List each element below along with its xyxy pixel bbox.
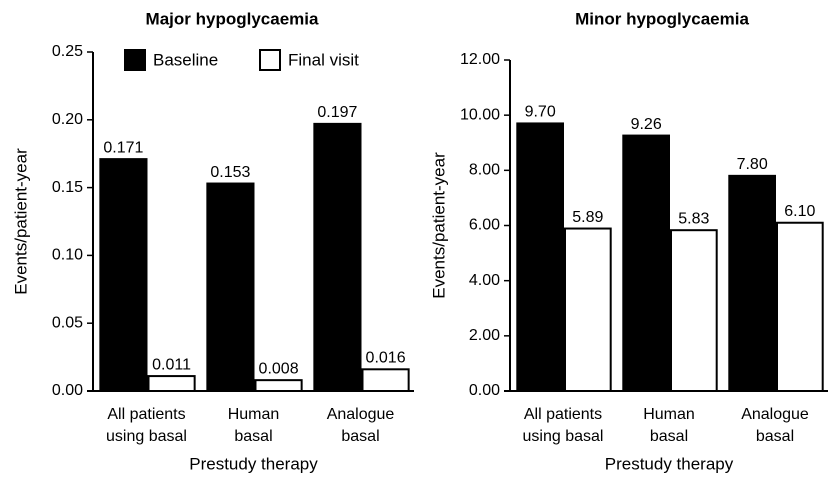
bar xyxy=(622,134,670,392)
x-tick-label: Human xyxy=(643,406,695,423)
x-tick-label: Human xyxy=(228,406,280,423)
y-tick-label: 10.00 xyxy=(460,106,500,123)
x-tick-label: basal xyxy=(650,428,688,445)
bar xyxy=(147,375,196,393)
y-tick-label: 0.15 xyxy=(52,179,83,196)
value-label: 6.10 xyxy=(784,203,815,220)
x-tick-label: Analogue xyxy=(741,406,809,423)
x-tick-label: basal xyxy=(234,428,272,445)
y-tick-label: 0.20 xyxy=(52,111,83,128)
y-axis-label: Events/patient-year xyxy=(429,152,448,299)
legend-label: Baseline xyxy=(153,50,218,69)
bar xyxy=(206,182,255,392)
y-tick-label: 12.00 xyxy=(460,51,500,68)
bar xyxy=(99,158,148,392)
x-axis-label: Prestudy therapy xyxy=(605,454,734,473)
bar xyxy=(361,368,410,392)
x-axis-label: Prestudy therapy xyxy=(189,454,318,473)
bar xyxy=(564,227,612,392)
x-tick-label: All patients xyxy=(524,406,602,423)
value-label: 5.83 xyxy=(678,210,709,227)
value-label: 7.80 xyxy=(737,156,768,173)
value-label: 0.171 xyxy=(103,139,143,156)
value-label: 0.011 xyxy=(152,356,191,373)
x-tick-label: basal xyxy=(341,428,379,445)
chart-title: Minor hypoglycaemia xyxy=(575,9,749,28)
y-axis-label: Events/patient-year xyxy=(11,148,30,295)
y-tick-label: 0.10 xyxy=(52,247,83,264)
y-tick-label: 0.25 xyxy=(52,43,83,60)
value-label: 9.70 xyxy=(525,104,556,121)
bar xyxy=(313,122,362,392)
x-tick-label: using basal xyxy=(523,428,604,445)
x-tick-label: All patients xyxy=(107,406,185,423)
value-label: 0.016 xyxy=(366,350,406,367)
x-tick-label: Analogue xyxy=(327,406,395,423)
y-tick-label: 2.00 xyxy=(469,327,500,344)
y-tick-label: 0.05 xyxy=(52,314,83,331)
x-tick-label: basal xyxy=(756,428,794,445)
legend-swatch xyxy=(259,49,281,71)
bar xyxy=(516,122,564,392)
value-label: 9.26 xyxy=(631,116,662,133)
y-tick-label: 0.00 xyxy=(52,382,83,399)
value-label: 0.153 xyxy=(210,164,250,181)
x-tick-label: using basal xyxy=(106,428,187,445)
bar xyxy=(670,229,718,392)
y-tick-label: 8.00 xyxy=(469,162,500,179)
y-tick-label: 0.00 xyxy=(469,382,500,399)
value-label: 0.197 xyxy=(317,104,357,121)
legend-label: Final visit xyxy=(288,50,359,69)
legend-swatch xyxy=(124,49,146,71)
chart-title: Major hypoglycaemia xyxy=(146,9,319,28)
bar xyxy=(728,174,776,392)
value-label: 0.008 xyxy=(259,360,299,377)
bar xyxy=(254,379,303,393)
bar xyxy=(776,221,824,392)
value-label: 5.89 xyxy=(572,209,603,226)
y-tick-label: 6.00 xyxy=(469,217,500,234)
y-tick-label: 4.00 xyxy=(469,272,500,289)
